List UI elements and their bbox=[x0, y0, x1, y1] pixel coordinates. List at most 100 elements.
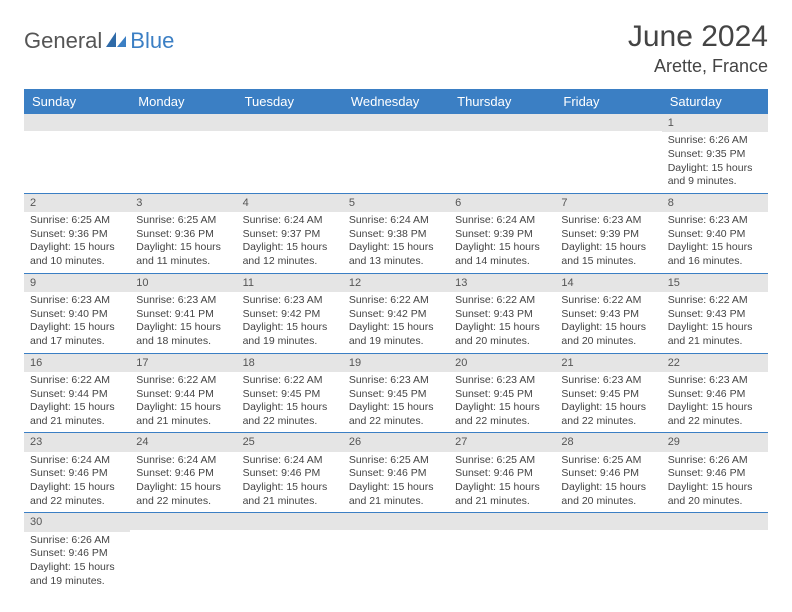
calendar-cell bbox=[343, 114, 449, 193]
calendar-cell: 26Sunrise: 6:25 AMSunset: 9:46 PMDayligh… bbox=[343, 433, 449, 513]
calendar-cell bbox=[130, 513, 236, 592]
daylight-line: Daylight: 15 hours and 22 minutes. bbox=[30, 481, 124, 508]
daylight-line: Daylight: 15 hours and 11 minutes. bbox=[136, 241, 230, 268]
calendar-cell: 16Sunrise: 6:22 AMSunset: 9:44 PMDayligh… bbox=[24, 353, 130, 433]
day-details: Sunrise: 6:22 AMSunset: 9:44 PMDaylight:… bbox=[24, 372, 130, 433]
daylight-line: Daylight: 15 hours and 17 minutes. bbox=[30, 321, 124, 348]
sunrise-line: Sunrise: 6:25 AM bbox=[561, 454, 655, 468]
calendar-row: 2Sunrise: 6:25 AMSunset: 9:36 PMDaylight… bbox=[24, 193, 768, 273]
sunrise-line: Sunrise: 6:23 AM bbox=[243, 294, 337, 308]
day-number: 25 bbox=[237, 433, 343, 451]
calendar-cell: 21Sunrise: 6:23 AMSunset: 9:45 PMDayligh… bbox=[555, 353, 661, 433]
sunrise-line: Sunrise: 6:24 AM bbox=[30, 454, 124, 468]
sunset-line: Sunset: 9:39 PM bbox=[455, 228, 549, 242]
day-number: 6 bbox=[449, 194, 555, 212]
calendar-cell: 9Sunrise: 6:23 AMSunset: 9:40 PMDaylight… bbox=[24, 273, 130, 353]
daylight-line: Daylight: 15 hours and 22 minutes. bbox=[243, 401, 337, 428]
empty-day bbox=[237, 114, 343, 131]
day-number: 28 bbox=[555, 433, 661, 451]
day-details: Sunrise: 6:25 AMSunset: 9:46 PMDaylight:… bbox=[449, 452, 555, 513]
calendar-cell bbox=[237, 513, 343, 592]
daylight-line: Daylight: 15 hours and 15 minutes. bbox=[561, 241, 655, 268]
calendar-cell: 18Sunrise: 6:22 AMSunset: 9:45 PMDayligh… bbox=[237, 353, 343, 433]
daylight-line: Daylight: 15 hours and 22 minutes. bbox=[136, 481, 230, 508]
day-details: Sunrise: 6:23 AMSunset: 9:45 PMDaylight:… bbox=[555, 372, 661, 433]
sunrise-line: Sunrise: 6:24 AM bbox=[243, 454, 337, 468]
sunrise-line: Sunrise: 6:25 AM bbox=[349, 454, 443, 468]
empty-day bbox=[662, 513, 768, 530]
day-number: 16 bbox=[24, 354, 130, 372]
day-number: 9 bbox=[24, 274, 130, 292]
empty-day bbox=[130, 114, 236, 131]
sunset-line: Sunset: 9:46 PM bbox=[668, 467, 762, 481]
sunset-line: Sunset: 9:44 PM bbox=[136, 388, 230, 402]
day-details: Sunrise: 6:23 AMSunset: 9:41 PMDaylight:… bbox=[130, 292, 236, 353]
day-number: 17 bbox=[130, 354, 236, 372]
daylight-line: Daylight: 15 hours and 21 minutes. bbox=[349, 481, 443, 508]
logo: General Blue bbox=[24, 28, 174, 54]
calendar-row: 9Sunrise: 6:23 AMSunset: 9:40 PMDaylight… bbox=[24, 273, 768, 353]
daylight-line: Daylight: 15 hours and 22 minutes. bbox=[561, 401, 655, 428]
day-number: 14 bbox=[555, 274, 661, 292]
sunrise-line: Sunrise: 6:23 AM bbox=[349, 374, 443, 388]
sunset-line: Sunset: 9:41 PM bbox=[136, 308, 230, 322]
day-details: Sunrise: 6:25 AMSunset: 9:46 PMDaylight:… bbox=[343, 452, 449, 513]
daylight-line: Daylight: 15 hours and 21 minutes. bbox=[30, 401, 124, 428]
calendar-row: 1Sunrise: 6:26 AMSunset: 9:35 PMDaylight… bbox=[24, 114, 768, 193]
day-number: 4 bbox=[237, 194, 343, 212]
sunset-line: Sunset: 9:46 PM bbox=[30, 547, 124, 561]
calendar-cell bbox=[130, 114, 236, 193]
daylight-line: Daylight: 15 hours and 16 minutes. bbox=[668, 241, 762, 268]
day-details: Sunrise: 6:22 AMSunset: 9:43 PMDaylight:… bbox=[555, 292, 661, 353]
calendar-cell: 7Sunrise: 6:23 AMSunset: 9:39 PMDaylight… bbox=[555, 193, 661, 273]
calendar-cell: 11Sunrise: 6:23 AMSunset: 9:42 PMDayligh… bbox=[237, 273, 343, 353]
calendar-cell: 22Sunrise: 6:23 AMSunset: 9:46 PMDayligh… bbox=[662, 353, 768, 433]
calendar-cell bbox=[555, 114, 661, 193]
calendar-cell bbox=[24, 114, 130, 193]
day-details: Sunrise: 6:25 AMSunset: 9:36 PMDaylight:… bbox=[24, 212, 130, 273]
calendar-cell bbox=[449, 114, 555, 193]
sunrise-line: Sunrise: 6:22 AM bbox=[349, 294, 443, 308]
logo-sail-icon bbox=[106, 30, 128, 53]
day-details: Sunrise: 6:23 AMSunset: 9:40 PMDaylight:… bbox=[24, 292, 130, 353]
daylight-line: Daylight: 15 hours and 21 minutes. bbox=[136, 401, 230, 428]
calendar-cell: 17Sunrise: 6:22 AMSunset: 9:44 PMDayligh… bbox=[130, 353, 236, 433]
daylight-line: Daylight: 15 hours and 22 minutes. bbox=[668, 401, 762, 428]
day-number: 22 bbox=[662, 354, 768, 372]
sunrise-line: Sunrise: 6:23 AM bbox=[561, 214, 655, 228]
daylight-line: Daylight: 15 hours and 21 minutes. bbox=[455, 481, 549, 508]
day-details: Sunrise: 6:23 AMSunset: 9:45 PMDaylight:… bbox=[343, 372, 449, 433]
day-number: 21 bbox=[555, 354, 661, 372]
sunrise-line: Sunrise: 6:25 AM bbox=[30, 214, 124, 228]
day-details: Sunrise: 6:23 AMSunset: 9:46 PMDaylight:… bbox=[662, 372, 768, 433]
calendar-cell: 14Sunrise: 6:22 AMSunset: 9:43 PMDayligh… bbox=[555, 273, 661, 353]
weekday-header: Tuesday bbox=[237, 89, 343, 114]
calendar-cell: 24Sunrise: 6:24 AMSunset: 9:46 PMDayligh… bbox=[130, 433, 236, 513]
daylight-line: Daylight: 15 hours and 18 minutes. bbox=[136, 321, 230, 348]
daylight-line: Daylight: 15 hours and 19 minutes. bbox=[243, 321, 337, 348]
sunset-line: Sunset: 9:37 PM bbox=[243, 228, 337, 242]
calendar-cell: 29Sunrise: 6:26 AMSunset: 9:46 PMDayligh… bbox=[662, 433, 768, 513]
sunset-line: Sunset: 9:38 PM bbox=[349, 228, 443, 242]
calendar-cell: 13Sunrise: 6:22 AMSunset: 9:43 PMDayligh… bbox=[449, 273, 555, 353]
logo-text-general: General bbox=[24, 28, 102, 54]
empty-day bbox=[555, 513, 661, 530]
day-number: 30 bbox=[24, 513, 130, 531]
weekday-header: Sunday bbox=[24, 89, 130, 114]
calendar-row: 23 Sunrise: 6:24 AM Sunset: 9:46 PM Dayligh… bbox=[24, 433, 768, 513]
day-details: Sunrise: 6:23 AMSunset: 9:39 PMDaylight:… bbox=[555, 212, 661, 273]
weekday-header: Saturday bbox=[662, 89, 768, 114]
daylight-line: Daylight: 15 hours and 9 minutes. bbox=[668, 162, 762, 189]
day-details: Sunrise: 6:23 AMSunset: 9:42 PMDaylight:… bbox=[237, 292, 343, 353]
empty-day bbox=[343, 114, 449, 131]
month-title: June 2024 bbox=[628, 20, 768, 54]
calendar-table: SundayMondayTuesdayWednesdayThursdayFrid… bbox=[24, 89, 768, 592]
calendar-cell: 8Sunrise: 6:23 AMSunset: 9:40 PMDaylight… bbox=[662, 193, 768, 273]
empty-day bbox=[130, 513, 236, 530]
day-number: 7 bbox=[555, 194, 661, 212]
day-number: 13 bbox=[449, 274, 555, 292]
day-number: 23 bbox=[24, 433, 130, 451]
sunrise-line: Sunrise: 6:23 AM bbox=[455, 374, 549, 388]
calendar-cell: 28Sunrise: 6:25 AMSunset: 9:46 PMDayligh… bbox=[555, 433, 661, 513]
sunrise-line: Sunrise: 6:22 AM bbox=[243, 374, 337, 388]
